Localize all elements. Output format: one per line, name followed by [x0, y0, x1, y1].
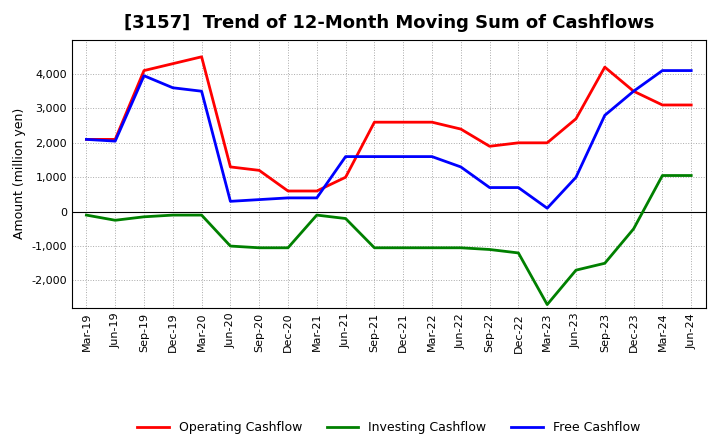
Free Cashflow	[572, 175, 580, 180]
Free Cashflow	[658, 68, 667, 73]
Line: Free Cashflow: Free Cashflow	[86, 70, 691, 208]
Free Cashflow	[485, 185, 494, 190]
Free Cashflow	[82, 137, 91, 142]
Free Cashflow	[140, 73, 148, 78]
Operating Cashflow	[543, 140, 552, 146]
Free Cashflow	[168, 85, 177, 90]
Investing Cashflow	[341, 216, 350, 221]
Operating Cashflow	[140, 68, 148, 73]
Free Cashflow	[312, 195, 321, 201]
Operating Cashflow	[226, 164, 235, 169]
Operating Cashflow	[399, 120, 408, 125]
Investing Cashflow	[428, 245, 436, 250]
Operating Cashflow	[111, 137, 120, 142]
Investing Cashflow	[284, 245, 292, 250]
Free Cashflow	[399, 154, 408, 159]
Investing Cashflow	[111, 218, 120, 223]
Investing Cashflow	[456, 245, 465, 250]
Investing Cashflow	[572, 268, 580, 273]
Investing Cashflow	[600, 260, 609, 266]
Operating Cashflow	[456, 126, 465, 132]
Free Cashflow	[370, 154, 379, 159]
Investing Cashflow	[543, 302, 552, 307]
Operating Cashflow	[370, 120, 379, 125]
Investing Cashflow	[226, 243, 235, 249]
Free Cashflow	[687, 68, 696, 73]
Investing Cashflow	[312, 213, 321, 218]
Investing Cashflow	[140, 214, 148, 220]
Line: Investing Cashflow: Investing Cashflow	[86, 176, 691, 304]
Operating Cashflow	[168, 61, 177, 66]
Operating Cashflow	[600, 65, 609, 70]
Investing Cashflow	[658, 173, 667, 178]
Free Cashflow	[428, 154, 436, 159]
Operating Cashflow	[687, 103, 696, 108]
Operating Cashflow	[485, 143, 494, 149]
Investing Cashflow	[629, 226, 638, 231]
Free Cashflow	[341, 154, 350, 159]
Free Cashflow	[197, 88, 206, 94]
Free Cashflow	[514, 185, 523, 190]
Investing Cashflow	[82, 213, 91, 218]
Operating Cashflow	[255, 168, 264, 173]
Operating Cashflow	[514, 140, 523, 146]
Title: [3157]  Trend of 12-Month Moving Sum of Cashflows: [3157] Trend of 12-Month Moving Sum of C…	[124, 15, 654, 33]
Investing Cashflow	[255, 245, 264, 250]
Investing Cashflow	[485, 247, 494, 252]
Operating Cashflow	[572, 116, 580, 121]
Operating Cashflow	[629, 88, 638, 94]
Operating Cashflow	[312, 188, 321, 194]
Investing Cashflow	[197, 213, 206, 218]
Investing Cashflow	[514, 250, 523, 256]
Operating Cashflow	[284, 188, 292, 194]
Free Cashflow	[629, 88, 638, 94]
Investing Cashflow	[168, 213, 177, 218]
Free Cashflow	[543, 205, 552, 211]
Y-axis label: Amount (million yen): Amount (million yen)	[13, 108, 26, 239]
Operating Cashflow	[197, 54, 206, 59]
Free Cashflow	[255, 197, 264, 202]
Investing Cashflow	[370, 245, 379, 250]
Free Cashflow	[284, 195, 292, 201]
Legend: Operating Cashflow, Investing Cashflow, Free Cashflow: Operating Cashflow, Investing Cashflow, …	[132, 416, 645, 439]
Operating Cashflow	[428, 120, 436, 125]
Free Cashflow	[600, 113, 609, 118]
Operating Cashflow	[82, 137, 91, 142]
Operating Cashflow	[658, 103, 667, 108]
Investing Cashflow	[399, 245, 408, 250]
Line: Operating Cashflow: Operating Cashflow	[86, 57, 691, 191]
Free Cashflow	[226, 199, 235, 204]
Free Cashflow	[456, 164, 465, 169]
Free Cashflow	[111, 139, 120, 144]
Operating Cashflow	[341, 175, 350, 180]
Investing Cashflow	[687, 173, 696, 178]
